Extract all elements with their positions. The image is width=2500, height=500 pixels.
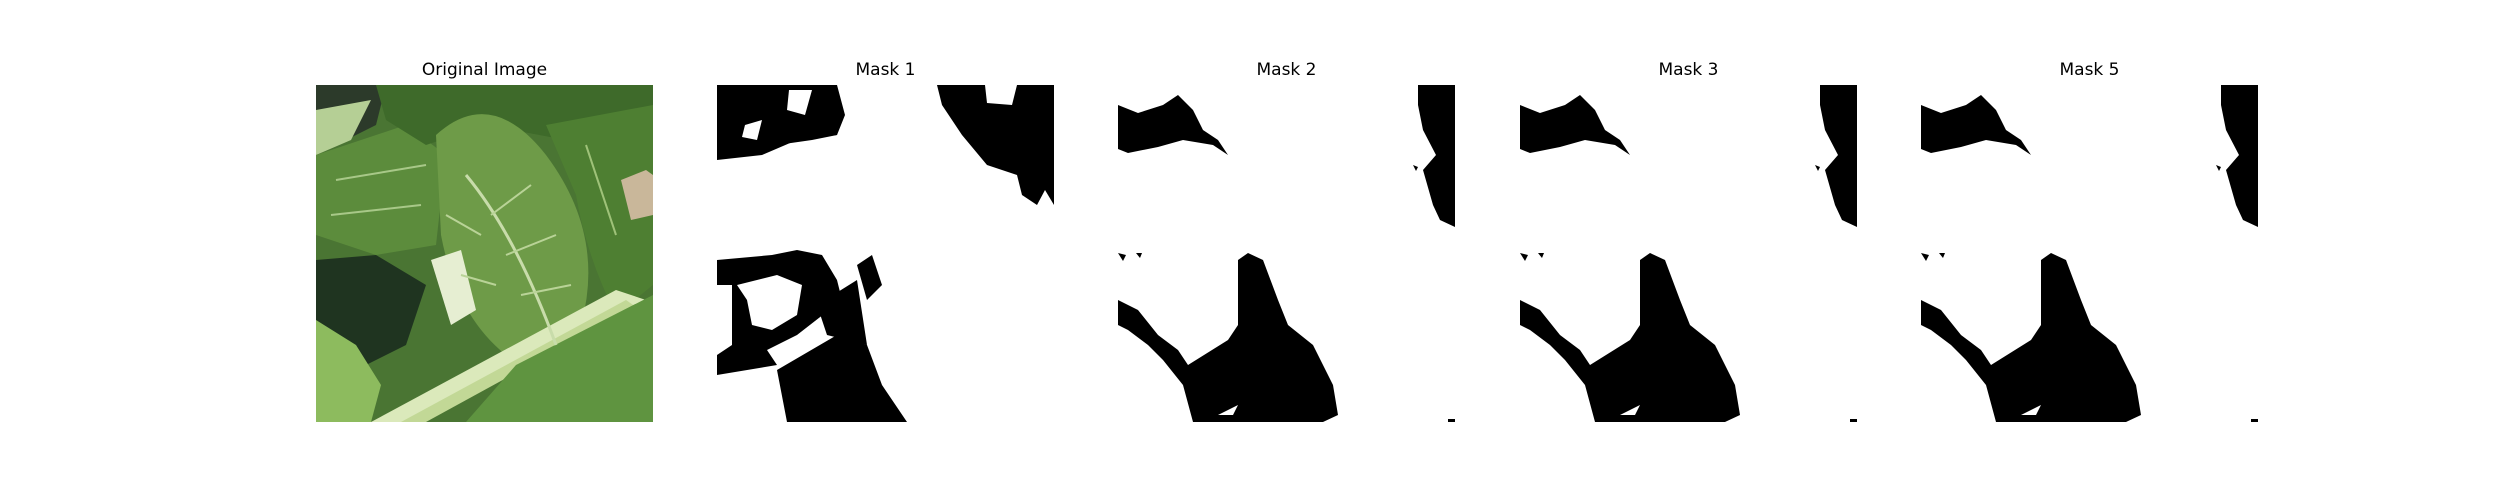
original-image	[316, 85, 653, 422]
mask-image	[1118, 85, 1455, 422]
panel-title: Mask 1	[855, 60, 916, 80]
mask-image	[717, 85, 1054, 422]
panel-mask-3: Mask 3	[1520, 0, 1857, 500]
panel-mask-2: Mask 2	[1118, 0, 1455, 500]
panel-title: Mask 5	[2059, 60, 2120, 80]
panel-original-image: Original Image	[316, 0, 653, 500]
panel-mask-1: Mask 1	[717, 0, 1054, 500]
panel-title: Mask 3	[1658, 60, 1719, 80]
panel-title: Original Image	[421, 60, 548, 80]
mask-image	[1921, 85, 2258, 422]
panel-title: Mask 2	[1256, 60, 1317, 80]
panel-mask-5: Mask 5	[1921, 0, 2258, 500]
mask-image	[1520, 85, 1857, 422]
